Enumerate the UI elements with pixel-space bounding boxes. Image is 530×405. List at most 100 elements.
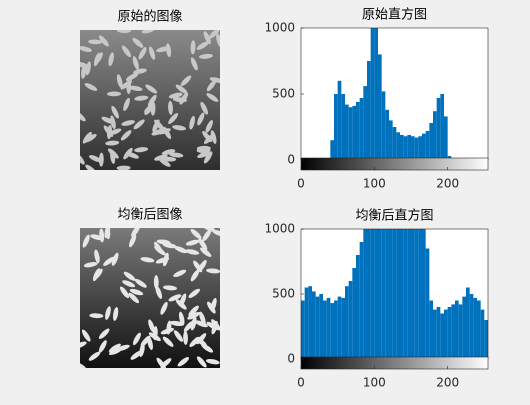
bar xyxy=(414,229,419,359)
image-title: 均衡后图像 xyxy=(117,208,182,223)
bar xyxy=(440,313,444,359)
grain xyxy=(108,343,121,353)
grain xyxy=(194,320,208,328)
bar xyxy=(389,120,393,160)
grain xyxy=(190,40,196,55)
grain xyxy=(80,362,88,368)
grain xyxy=(189,115,195,130)
grain xyxy=(174,246,188,254)
grain xyxy=(168,294,182,302)
bar xyxy=(469,294,474,359)
grain xyxy=(110,115,116,130)
bar xyxy=(348,281,353,359)
colorbar xyxy=(300,157,489,171)
bar xyxy=(418,136,422,160)
grain xyxy=(199,311,206,325)
bar xyxy=(352,105,356,160)
bar xyxy=(356,101,360,160)
grain xyxy=(80,341,87,349)
image-grains xyxy=(80,30,220,170)
grain xyxy=(117,30,132,33)
bar xyxy=(400,229,404,359)
bar xyxy=(392,127,397,160)
bars xyxy=(301,229,488,359)
bar xyxy=(341,94,345,160)
y-tick-label: 0 xyxy=(287,352,295,366)
grain xyxy=(138,47,147,60)
grain xyxy=(85,164,97,170)
grain xyxy=(206,79,217,92)
grain xyxy=(172,125,187,131)
grain xyxy=(92,268,101,282)
grain xyxy=(88,155,102,163)
y-tick-label: 1000 xyxy=(264,222,295,236)
grain xyxy=(130,350,143,360)
x-tick-label: 200 xyxy=(436,177,459,191)
bar xyxy=(411,229,415,359)
grain xyxy=(158,157,171,167)
grain xyxy=(111,252,119,266)
grain xyxy=(134,95,149,101)
grain xyxy=(129,288,144,296)
image-grains xyxy=(80,228,220,368)
bar xyxy=(330,303,334,359)
bar xyxy=(444,116,448,160)
bar xyxy=(480,309,485,359)
bar xyxy=(308,286,312,359)
bar xyxy=(356,255,360,359)
chart-title: 原始直方图 xyxy=(362,7,427,23)
grain xyxy=(80,153,85,165)
grain xyxy=(108,52,114,67)
grain xyxy=(209,77,220,83)
bar xyxy=(473,297,477,359)
grain xyxy=(169,320,184,327)
grain xyxy=(84,83,98,91)
chart-title: 均衡后直方图 xyxy=(355,208,433,224)
grain xyxy=(134,147,149,153)
grain xyxy=(80,111,86,122)
grain xyxy=(122,280,136,288)
bar xyxy=(433,309,437,359)
grain xyxy=(180,75,192,86)
grain xyxy=(211,319,220,331)
grain xyxy=(207,301,216,314)
bar xyxy=(367,61,371,160)
grain xyxy=(88,351,101,361)
bar xyxy=(381,91,386,160)
grain xyxy=(148,332,161,342)
bar xyxy=(378,229,382,359)
grain xyxy=(153,275,159,290)
grain xyxy=(132,332,141,346)
grain xyxy=(162,336,174,347)
grain xyxy=(190,316,197,331)
grain xyxy=(140,257,155,263)
bar xyxy=(363,86,367,160)
x-tick-label: 200 xyxy=(436,376,459,390)
grain xyxy=(131,228,141,237)
grain xyxy=(188,305,199,317)
bar xyxy=(312,291,316,359)
grain xyxy=(205,359,220,365)
bar xyxy=(436,97,441,160)
bar xyxy=(381,229,386,359)
grain xyxy=(154,245,166,256)
bar xyxy=(389,229,393,359)
bar xyxy=(429,123,433,160)
grain xyxy=(140,335,151,347)
grain xyxy=(80,46,92,52)
grain xyxy=(196,145,211,151)
grain xyxy=(173,97,187,103)
bar xyxy=(414,137,419,160)
bar xyxy=(370,28,375,160)
x-tick-label: 100 xyxy=(363,376,386,390)
grain xyxy=(160,327,174,335)
grain xyxy=(199,247,212,257)
grain xyxy=(144,103,155,116)
grain xyxy=(190,228,202,239)
grain xyxy=(202,229,212,242)
grain xyxy=(197,112,205,126)
grain xyxy=(116,344,130,352)
grain xyxy=(157,128,171,135)
y-tick-label: 500 xyxy=(272,287,295,301)
